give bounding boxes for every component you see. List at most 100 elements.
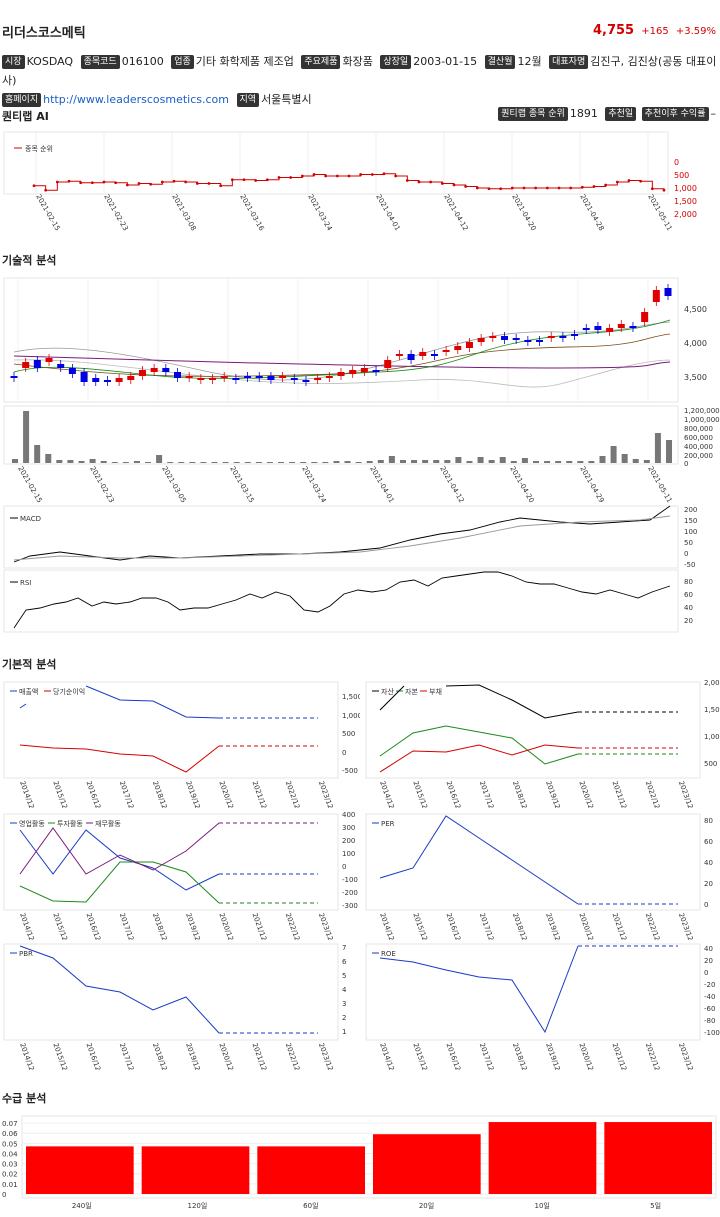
volume-bar [411, 460, 418, 463]
revenue-line [85, 685, 220, 719]
candle-body [302, 380, 310, 382]
volume-bar [388, 456, 395, 463]
ql-xtick: 2021-03-16 [238, 193, 266, 233]
year-xtick: 2019/12 [544, 912, 561, 940]
ceo-tag: 대표자명 [549, 55, 589, 69]
liabilities-line [379, 744, 579, 773]
macd-signal-line [13, 515, 671, 561]
price-ytick: 4,500 [684, 305, 707, 314]
ql-point [324, 174, 328, 178]
candle-body [255, 376, 263, 378]
candle-body [150, 368, 158, 372]
macd-panel [3, 505, 679, 569]
macd-y-ticks: 200 150 100 50 0 -50 [684, 506, 697, 569]
supply-bar [257, 1146, 365, 1194]
candle-body [279, 376, 287, 378]
candle-body [582, 328, 590, 330]
moving-average-long [13, 355, 671, 369]
supply-bar [26, 1146, 134, 1194]
volume-bar [122, 462, 129, 463]
year-xtick: 2023/12 [317, 1042, 334, 1070]
volume-bar [111, 462, 118, 463]
year-xtick: 2019/12 [184, 1042, 201, 1070]
volume-y-ticks: 1,200,000 1,000,000 800,000 600,000 400,… [684, 407, 720, 468]
year-xtick: 2020/12 [217, 1042, 234, 1070]
macd-ytick: 200 [684, 506, 697, 514]
macd-label: MACD [20, 515, 41, 523]
candle-body [372, 370, 380, 372]
year-xtick: 2023/12 [317, 912, 334, 940]
market-tag: 시장 [2, 55, 25, 69]
volume-bar [666, 440, 672, 463]
chart4-plot-area [365, 813, 701, 911]
volume-bar [422, 460, 429, 463]
year-xtick: 2018/12 [511, 1042, 528, 1070]
supply-ytick: 0.01 [2, 1181, 18, 1189]
candle-body [127, 376, 135, 380]
candle-body [419, 352, 427, 356]
candle-body [547, 336, 555, 338]
quantlab-y-ticks: 0 500 1,000 1,500 2,000 [674, 158, 697, 219]
quantlab-x-ticks: 2021-02-15 2021-02-23 2021-03-08 2021-03… [34, 193, 673, 233]
candle-body [501, 336, 508, 340]
pbr-chart: PBR 7 6 5 4 3 2 1 2014/12 2015/12 2016/12 2… [3, 943, 347, 1070]
liabilities-legend-label: 부채 [429, 687, 442, 696]
price-change: +165 [641, 26, 669, 37]
fiscal-value: 12월 [517, 55, 542, 68]
year-xtick: 2014/12 [18, 1042, 35, 1070]
ql-point [569, 186, 573, 190]
rsi-y-ticks: 80 60 40 20 [684, 578, 693, 625]
macd-ytick: 150 [684, 517, 697, 525]
candle-body [103, 380, 111, 382]
company-info: 시장 KOSDAQ 종목코드 016100 업종 기타 화학제품 제조업 주요제품 화장… [2, 52, 718, 109]
candle-body [267, 376, 275, 380]
candle-body [489, 336, 497, 338]
volume-bar [654, 433, 661, 463]
supply-xtick: 5일 [650, 1201, 661, 1210]
supply-ytick: 0.05 [2, 1140, 18, 1148]
year-xtick: 2017/12 [118, 1042, 135, 1070]
supply-ytick: 0.03 [2, 1161, 18, 1169]
industry-value: 기타 화학제품 제조업 [195, 55, 294, 68]
ql-xtick: 2021-05-11 [646, 193, 673, 232]
volume-bar [311, 462, 318, 463]
volume-bar [200, 462, 207, 463]
candle-body [174, 372, 181, 378]
return-value: – [710, 107, 717, 120]
volume-bar [477, 457, 484, 463]
volume-bar [532, 461, 539, 463]
c1-ytick: -500 [342, 767, 358, 775]
ql-point [230, 178, 234, 182]
ql-point [382, 172, 386, 176]
year-xtick: 2020/12 [577, 912, 594, 940]
price-change-pct: +3.59% [675, 26, 716, 37]
candle-body [138, 370, 146, 376]
rsi-panel [3, 569, 679, 633]
year-xtick: 2016/12 [85, 912, 102, 940]
c6-ytick: 0 [704, 969, 708, 977]
candle-body [115, 378, 123, 382]
volume-bar [278, 462, 285, 463]
volume-bar [167, 462, 174, 463]
vol-ytick: 400,000 [684, 443, 713, 451]
c1-ytick: 1,500 [342, 693, 360, 701]
volume-bar [89, 459, 96, 463]
year-xtick: 2017/12 [478, 1042, 495, 1070]
ql-point [440, 182, 444, 185]
year-xtick: 2020/12 [577, 780, 594, 808]
vol-ytick: 600,000 [684, 434, 713, 442]
supply-ytick: 0.04 [2, 1150, 18, 1158]
year-xtick: 2014/12 [378, 1042, 395, 1070]
ql-point [394, 174, 398, 178]
homepage-link[interactable]: http://www.leaderscosmetics.com [43, 93, 229, 106]
revenue-income-chart: 매출액 당기순이익 1,500 1,000 500 0 -500 2014/12… [3, 681, 360, 808]
operating-legend-label: 영업활동 [19, 819, 45, 828]
roe-chart: ROE 40 20 0 -20 -40 -60 -80 -100 2014/12… [365, 943, 720, 1070]
c6-ytick: -60 [704, 1005, 715, 1013]
candle-body [384, 360, 392, 368]
quantlab-legend-label: 종목 순위 [25, 145, 53, 153]
ql-xtick: 2021-02-15 [34, 193, 61, 232]
candle-body [571, 334, 579, 336]
volume-bar [466, 461, 473, 463]
year-xtick: 2017/12 [118, 780, 135, 808]
